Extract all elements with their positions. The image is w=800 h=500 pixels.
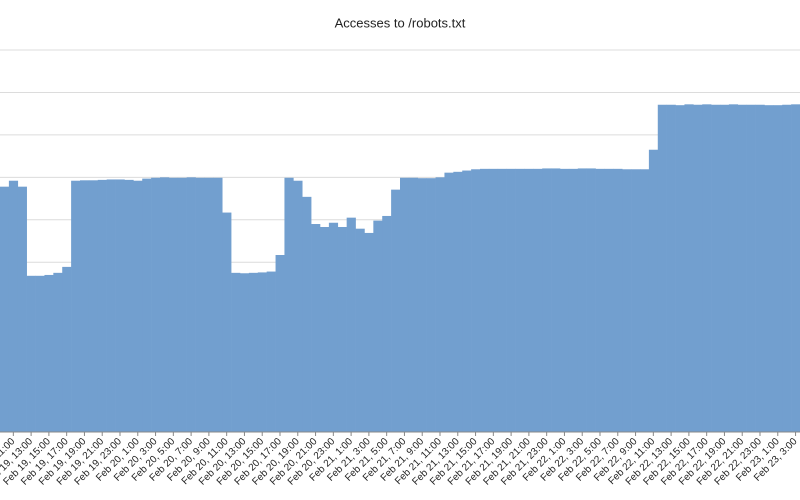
- bar: [533, 168, 543, 432]
- bar: [275, 255, 285, 432]
- bar: [577, 168, 587, 433]
- bar: [177, 177, 187, 432]
- bar: [248, 272, 259, 432]
- bar: [764, 105, 774, 432]
- bar: [497, 168, 507, 432]
- bar: [106, 179, 116, 432]
- bar: [560, 168, 570, 432]
- bar: [702, 104, 712, 432]
- bar: [168, 177, 179, 432]
- bar: [755, 104, 765, 433]
- bar: [640, 169, 650, 432]
- bar: [80, 180, 90, 432]
- bar: [551, 168, 561, 433]
- bar: [791, 104, 800, 432]
- bar: [293, 180, 303, 432]
- bar: [622, 169, 632, 432]
- bar: [728, 104, 739, 432]
- bar: [675, 105, 685, 432]
- bar: [657, 104, 667, 433]
- bar: [17, 186, 27, 432]
- bar: [515, 168, 525, 432]
- bar: [666, 104, 676, 433]
- bar: [471, 169, 481, 432]
- bar: [586, 168, 596, 433]
- bar: [133, 180, 143, 432]
- bar: [151, 177, 161, 432]
- bar: [435, 177, 445, 432]
- bar: [595, 168, 605, 432]
- bar: [648, 149, 659, 432]
- bar: [231, 272, 241, 432]
- bar: [213, 177, 223, 432]
- bar: [773, 105, 783, 432]
- bar: [613, 168, 623, 432]
- bar: [0, 186, 10, 432]
- bar: [320, 226, 330, 432]
- bar: [97, 179, 107, 432]
- bar: [711, 104, 721, 433]
- bar: [417, 178, 427, 432]
- bar: [311, 224, 321, 432]
- bar: [62, 266, 72, 432]
- bar: [382, 215, 392, 432]
- bar: [355, 228, 365, 432]
- bar: [204, 177, 214, 432]
- bar: [222, 212, 232, 432]
- bar: [426, 178, 436, 432]
- bar: [302, 196, 312, 432]
- bar: [71, 180, 81, 432]
- bar: [453, 171, 463, 432]
- bar: [488, 168, 499, 432]
- bar: [195, 177, 205, 432]
- bar: [391, 189, 401, 432]
- bar: [266, 271, 276, 432]
- bar: [124, 179, 134, 432]
- bar: [604, 168, 614, 432]
- bar: [328, 222, 339, 432]
- bar: [160, 177, 170, 432]
- bar: [408, 177, 419, 432]
- bar: [462, 170, 472, 432]
- bar: [737, 104, 747, 433]
- bar: [115, 179, 125, 432]
- bar: [631, 169, 641, 432]
- bar: [44, 274, 54, 432]
- bar: [186, 177, 196, 432]
- bar: [684, 104, 694, 432]
- bar: [364, 232, 374, 432]
- bar: [373, 220, 383, 432]
- bar: [142, 178, 152, 432]
- bar: [257, 272, 267, 432]
- bar: [88, 180, 99, 432]
- bar: [746, 104, 756, 433]
- bar: [693, 104, 703, 433]
- bar: [720, 104, 730, 433]
- bar: [444, 172, 454, 433]
- bar: [346, 217, 356, 432]
- bar: [53, 272, 63, 432]
- bar: [542, 168, 552, 433]
- bar: [480, 168, 490, 432]
- bar: [568, 168, 579, 432]
- bar: [524, 168, 534, 432]
- bar: [240, 273, 250, 432]
- chart-title: Accesses to /robots.txt: [335, 15, 466, 30]
- bar: [506, 168, 516, 432]
- bar: [8, 180, 19, 432]
- bar: [26, 275, 36, 432]
- bar: [337, 226, 347, 432]
- bar: [35, 275, 45, 432]
- bar: [284, 177, 294, 432]
- bar: [400, 177, 410, 432]
- bar: [782, 104, 792, 433]
